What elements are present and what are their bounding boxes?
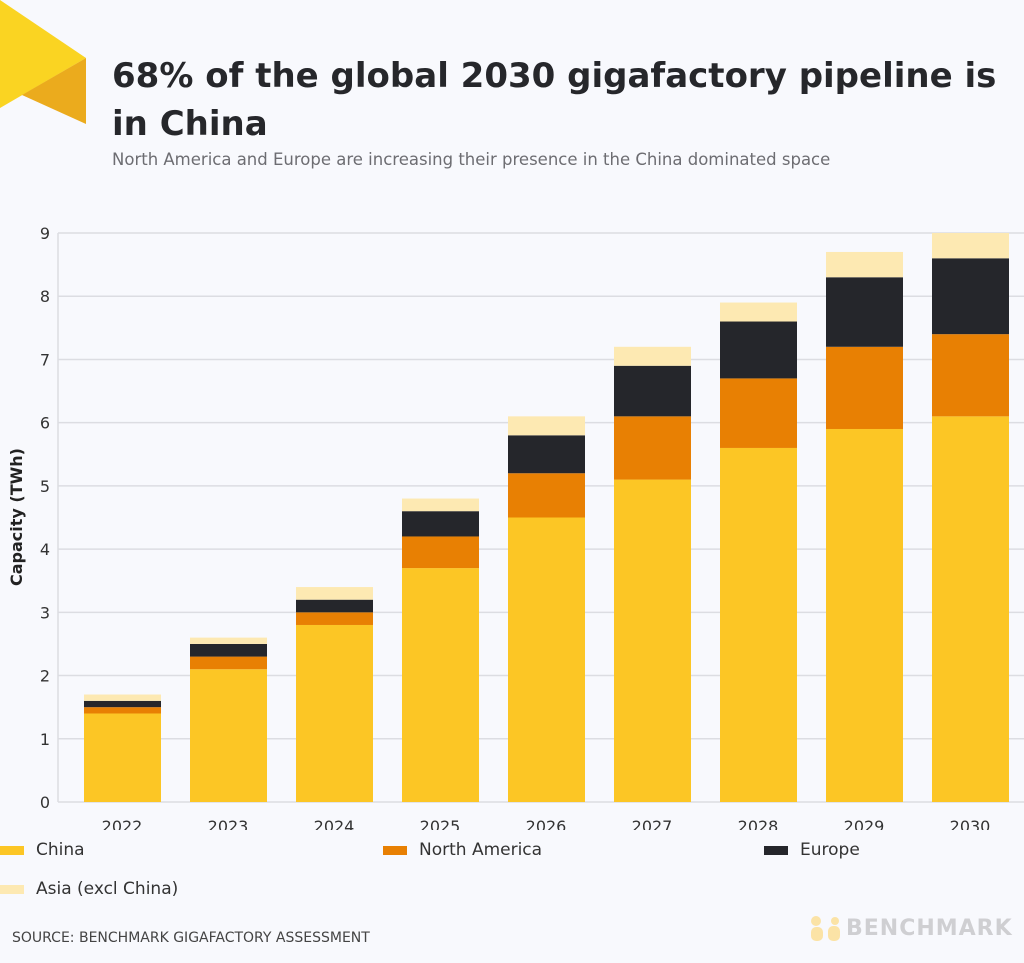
x-tick-label: 2028 — [738, 817, 779, 830]
y-tick-label: 3 — [40, 603, 50, 622]
legend-swatch — [0, 884, 24, 894]
bar-segment-europe-2023 — [190, 643, 267, 657]
bar-segment-north-america-2024 — [296, 612, 373, 625]
bar-segment-europe-2022 — [84, 700, 161, 708]
bar-segment-china-2025 — [402, 568, 479, 802]
legend-label: North America — [419, 840, 543, 860]
bar-segment-north-america-2028 — [720, 378, 797, 448]
bar-segment-asia-excl-china-2030 — [932, 233, 1009, 259]
bar-segment-north-america-2030 — [932, 334, 1009, 417]
benchmark-logo-icon — [811, 916, 840, 941]
bar-segment-north-america-2026 — [508, 473, 585, 518]
bar-segment-europe-2024 — [296, 599, 373, 613]
y-tick-label: 9 — [40, 224, 50, 243]
bar-segment-europe-2025 — [402, 511, 479, 537]
legend-swatch — [0, 845, 24, 855]
legend-item: Europe — [764, 840, 860, 860]
legend-swatch — [764, 845, 788, 855]
y-tick-label: 1 — [40, 730, 50, 749]
x-tick-label: 2023 — [208, 817, 249, 830]
bar-segment-europe-2027 — [614, 365, 691, 417]
legend-label: Asia (excl China) — [36, 879, 179, 899]
bar-segment-north-america-2023 — [190, 656, 267, 670]
bar-segment-europe-2030 — [932, 258, 1009, 335]
x-tick-label: 2025 — [420, 817, 461, 830]
benchmark-logo-text: BENCHMARK — [846, 915, 1013, 941]
bar-segment-china-2028 — [720, 447, 797, 802]
bar-segment-china-2030 — [932, 416, 1009, 802]
x-tick-label: 2024 — [314, 817, 355, 830]
legend-label: Europe — [800, 840, 860, 860]
bar-segment-china-2027 — [614, 479, 691, 802]
bar-segment-europe-2028 — [720, 321, 797, 379]
bar-segment-north-america-2029 — [826, 346, 903, 429]
x-tick-label: 2029 — [844, 817, 885, 830]
y-tick-label: 4 — [40, 540, 50, 559]
chart-subtitle: North America and Europe are increasing … — [112, 150, 831, 169]
bar-segment-china-2024 — [296, 624, 373, 802]
bar-segment-asia-excl-china-2025 — [402, 498, 479, 512]
y-tick-label: 5 — [40, 477, 50, 496]
stacked-bar-chart: 0 1 2 3 4 5 6 7 8 9 2022 2023 2024 2025 2026 2027 2028 20… — [7, 224, 1024, 830]
bar-segment-north-america-2022 — [84, 707, 161, 714]
legend-item: North America — [383, 840, 542, 860]
source-note: SOURCE: BENCHMARK GIGAFACTORY ASSESSMENT — [12, 930, 370, 946]
legend-item: Asia (excl China) — [0, 879, 178, 899]
y-tick-label: 8 — [40, 287, 50, 306]
x-tick-label: 2030 — [950, 817, 991, 830]
brand-arrow-logo — [0, 0, 86, 124]
bar-segment-asia-excl-china-2024 — [296, 587, 373, 600]
legend-swatch — [383, 845, 407, 855]
x-tick-label: 2027 — [632, 817, 673, 830]
bar-segment-north-america-2027 — [614, 416, 691, 480]
benchmark-logo: BENCHMARK — [808, 914, 1013, 942]
bar-segment-asia-excl-china-2028 — [720, 302, 797, 322]
bar-segment-asia-excl-china-2029 — [826, 251, 903, 278]
y-axis-label: Capacity (TWh) — [7, 448, 26, 586]
bar-segment-asia-excl-china-2026 — [508, 416, 585, 436]
y-tick-label: 7 — [40, 350, 50, 369]
bar-segment-europe-2026 — [508, 435, 585, 474]
x-tick-label: 2026 — [526, 817, 567, 830]
chart-title: 68% of the global 2030 gigafactory pipel… — [112, 56, 997, 144]
bar-segment-china-2023 — [190, 669, 267, 802]
y-tick-label: 2 — [40, 667, 50, 686]
y-tick-label: 6 — [40, 414, 50, 433]
bar-segment-europe-2029 — [826, 277, 903, 347]
legend-label: China — [36, 840, 85, 860]
bar-segment-asia-excl-china-2022 — [84, 694, 161, 701]
legend-item: China — [0, 840, 85, 860]
x-tick-label: 2022 — [102, 817, 143, 830]
bar-segment-china-2022 — [84, 713, 161, 802]
bar-segment-asia-excl-china-2023 — [190, 637, 267, 644]
bar-segment-asia-excl-china-2027 — [614, 346, 691, 366]
bar-segment-china-2029 — [826, 428, 903, 802]
bar-segment-china-2026 — [508, 517, 585, 802]
bar-segment-north-america-2025 — [402, 536, 479, 569]
y-tick-label: 0 — [40, 793, 50, 812]
